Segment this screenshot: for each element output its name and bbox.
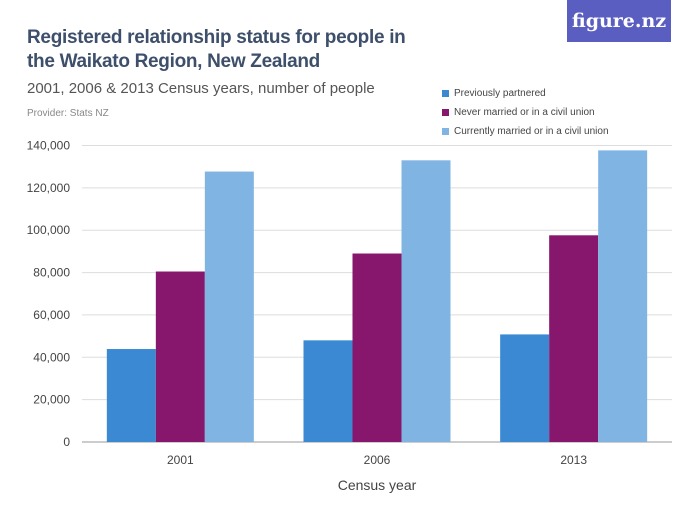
legend-swatch-2 xyxy=(442,128,449,135)
legend-swatch-1 xyxy=(442,109,449,116)
legend: Previously partnered Never married or in… xyxy=(442,84,609,141)
chart-title: Registered relationship status for peopl… xyxy=(27,27,406,72)
legend-label: Previously partnered xyxy=(454,88,546,99)
y-tick-label: 20,000 xyxy=(33,393,70,407)
y-tick-label: 120,000 xyxy=(27,181,71,195)
y-tick-label: 60,000 xyxy=(33,308,70,322)
bar-currently-married-or-in-a-civil-union-2001 xyxy=(204,171,254,443)
legend-swatch-0 xyxy=(442,90,449,97)
bar-currently-married-or-in-a-civil-union-2013 xyxy=(598,150,648,442)
x-tick-label: 2001 xyxy=(167,453,194,467)
bar-never-married-or-in-a-civil-union-2006 xyxy=(352,253,402,442)
y-tick-label: 80,000 xyxy=(33,266,70,280)
legend-item: Previously partnered xyxy=(442,84,609,103)
bar-never-married-or-in-a-civil-union-2013 xyxy=(549,235,599,442)
legend-item: Never married or in a civil union xyxy=(442,103,609,122)
bar-previously-partnered-2006 xyxy=(303,340,353,442)
bar-never-married-or-in-a-civil-union-2001 xyxy=(155,271,205,442)
provider-label: Provider: Stats NZ xyxy=(27,108,109,119)
chart-subtitle: 2001, 2006 & 2013 Census years, number o… xyxy=(27,80,375,97)
legend-label: Currently married or in a civil union xyxy=(454,126,609,137)
x-tick-label: 2013 xyxy=(560,453,587,467)
legend-item: Currently married or in a civil union xyxy=(442,122,609,141)
y-tick-label: 140,000 xyxy=(27,139,71,153)
figure-nz-logo[interactable]: figure.nz xyxy=(567,0,671,42)
bar-previously-partnered-2001 xyxy=(106,349,156,442)
x-tick-label: 2006 xyxy=(364,453,391,467)
y-tick-label: 40,000 xyxy=(33,350,70,364)
bar-previously-partnered-2013 xyxy=(500,334,550,442)
legend-label: Never married or in a civil union xyxy=(454,107,595,118)
y-tick-label: 0 xyxy=(63,435,70,449)
y-tick-label: 100,000 xyxy=(27,223,71,237)
x-axis-label: Census year xyxy=(338,477,417,493)
bar-currently-married-or-in-a-civil-union-2006 xyxy=(401,160,451,442)
